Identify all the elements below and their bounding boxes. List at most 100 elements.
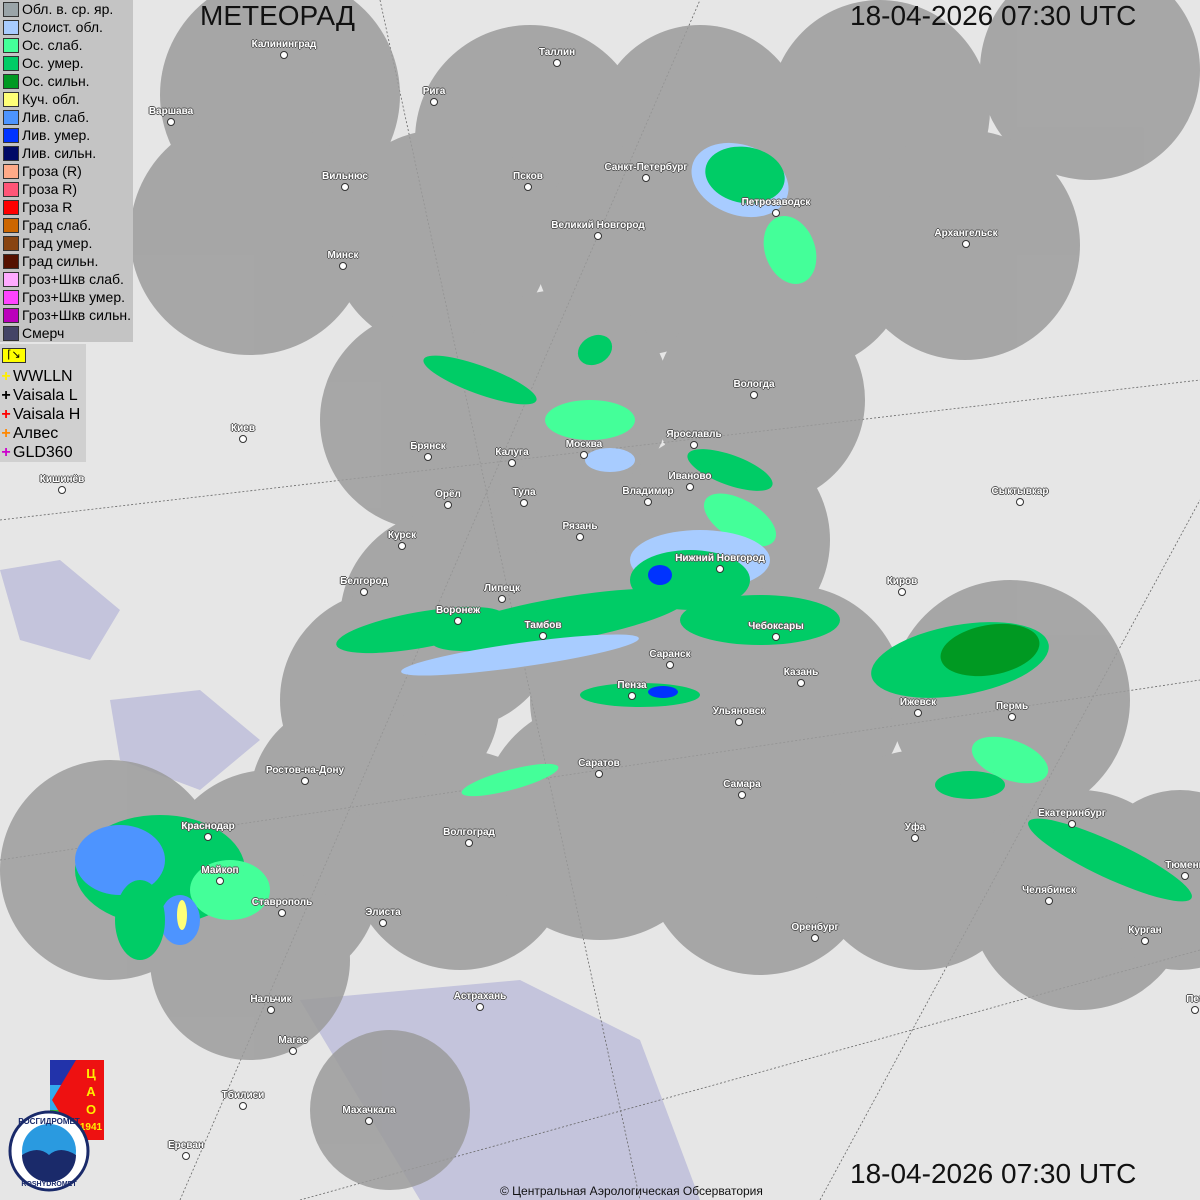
legend-item: Гроз+Шкв умер. <box>0 288 133 306</box>
legend-swatch <box>3 307 19 323</box>
precip-echo <box>115 880 165 960</box>
precip-echo <box>648 565 672 585</box>
lightning-label: Алвес <box>13 424 59 442</box>
legend-swatch <box>3 163 19 179</box>
lightning-cross-icon: + <box>1 424 11 442</box>
city-label: Псков <box>513 171 543 182</box>
precip-echo <box>577 334 613 366</box>
city-marker-icon <box>576 533 584 541</box>
legend-label: Слоист. обл. <box>22 19 103 35</box>
legend-swatch <box>3 289 19 305</box>
city-label: Минск <box>327 250 359 261</box>
precip-echo <box>940 623 1040 677</box>
lightning-label: WWLLN <box>13 367 73 385</box>
city-marker-icon <box>216 877 224 885</box>
city-label: Вильнюс <box>322 171 368 182</box>
radar-circle <box>130 115 370 355</box>
city-marker-icon <box>898 588 906 596</box>
city-marker-icon <box>666 661 674 669</box>
lightning-cross-icon: + <box>1 405 11 423</box>
city-marker-icon <box>1016 498 1024 506</box>
precip-echo <box>75 825 165 895</box>
legend-swatch <box>3 199 19 215</box>
precip-echo <box>703 493 777 547</box>
lightning-legend: ⌈↘ + WWLLN + Vaisala L + Vaisala H + Алвес + GLD3… <box>0 344 86 462</box>
city-marker-icon <box>339 262 347 270</box>
legend-label: Куч. обл. <box>22 91 80 107</box>
city-label: Элиста <box>365 907 401 918</box>
city-marker-icon <box>454 617 462 625</box>
city-label: Петрозаводск <box>741 197 811 208</box>
city-label: Владимир <box>622 486 674 497</box>
city-label: Москва <box>565 439 603 450</box>
lightning-cross-icon: + <box>1 443 11 461</box>
city-label: Ульяновск <box>712 706 766 717</box>
city-label: Киров <box>886 576 918 587</box>
city-label: Краснодар <box>181 821 235 832</box>
legend-label: Смерч <box>22 325 65 341</box>
legend-label: Гроз+Шкв слаб. <box>22 271 124 287</box>
city-label: Пенза <box>617 680 647 691</box>
city-label: Казань <box>783 667 819 678</box>
city-marker-icon <box>1045 897 1053 905</box>
city-label: Саранск <box>649 649 691 660</box>
city-marker-icon <box>642 174 650 182</box>
city-marker-icon <box>594 232 602 240</box>
city-label: Орёл <box>435 489 461 500</box>
city-marker-icon <box>360 588 368 596</box>
precip-echo <box>401 634 639 676</box>
city-marker-icon <box>280 51 288 59</box>
city-marker-icon <box>1068 820 1076 828</box>
legend-label: Ос. слаб. <box>22 37 83 53</box>
city-label: Астрахань <box>453 991 507 1002</box>
city-marker-icon <box>379 919 387 927</box>
city-label: Махачкала <box>342 1105 396 1116</box>
lightning-item: + WWLLN <box>0 367 86 386</box>
city-marker-icon <box>580 451 588 459</box>
city-label: Ярославль <box>666 429 722 440</box>
city-label: Белгород <box>340 576 388 587</box>
legend-item: Лив. сильн. <box>0 144 133 162</box>
lightning-item: + Vaisala H <box>0 405 86 424</box>
radar-circle <box>330 130 550 350</box>
city-marker-icon <box>1008 713 1016 721</box>
city-marker-icon <box>1181 872 1189 880</box>
city-marker-icon <box>278 909 286 917</box>
city-label: Нальчик <box>250 994 292 1005</box>
city-label: Магас <box>278 1035 308 1046</box>
legend-swatch <box>3 235 19 251</box>
precip-echo <box>971 736 1049 784</box>
city-marker-icon <box>553 59 561 67</box>
precip-echo <box>190 860 270 920</box>
city-label: Киев <box>231 423 255 434</box>
city-label: Тула <box>512 487 536 498</box>
legend-swatch <box>3 1 19 17</box>
city-label: Липецк <box>484 583 520 594</box>
lightning-cross-icon: + <box>1 386 11 404</box>
legend-label: Гроз+Шкв сильн. <box>22 307 131 323</box>
city-marker-icon <box>465 839 473 847</box>
precip-echo <box>648 686 678 698</box>
city-marker-icon <box>267 1006 275 1014</box>
svg-text:О: О <box>86 1102 96 1117</box>
city-marker-icon <box>1191 1006 1199 1014</box>
city-marker-icon <box>167 118 175 126</box>
legend-swatch <box>3 109 19 125</box>
legend-swatch <box>3 37 19 53</box>
legend-swatch <box>3 127 19 143</box>
city-marker-icon <box>644 498 652 506</box>
city-label: Архангельск <box>934 228 998 239</box>
city-label: Курган <box>1128 925 1162 936</box>
copyright: © Центральная Аэрологическая Обсерватори… <box>500 1184 763 1198</box>
city-label: Тбилиси <box>221 1090 265 1101</box>
precip-echo <box>763 216 817 284</box>
legend-item: Лив. умер. <box>0 126 133 144</box>
city-marker-icon <box>444 501 452 509</box>
precip-echo <box>461 763 559 797</box>
flag-toggle-icon[interactable]: ⌈↘ <box>2 348 26 363</box>
legend-item: Ос. слаб. <box>0 36 133 54</box>
city-marker-icon <box>914 709 922 717</box>
city-label: Варшава <box>148 106 194 117</box>
city-marker-icon <box>1141 937 1149 945</box>
